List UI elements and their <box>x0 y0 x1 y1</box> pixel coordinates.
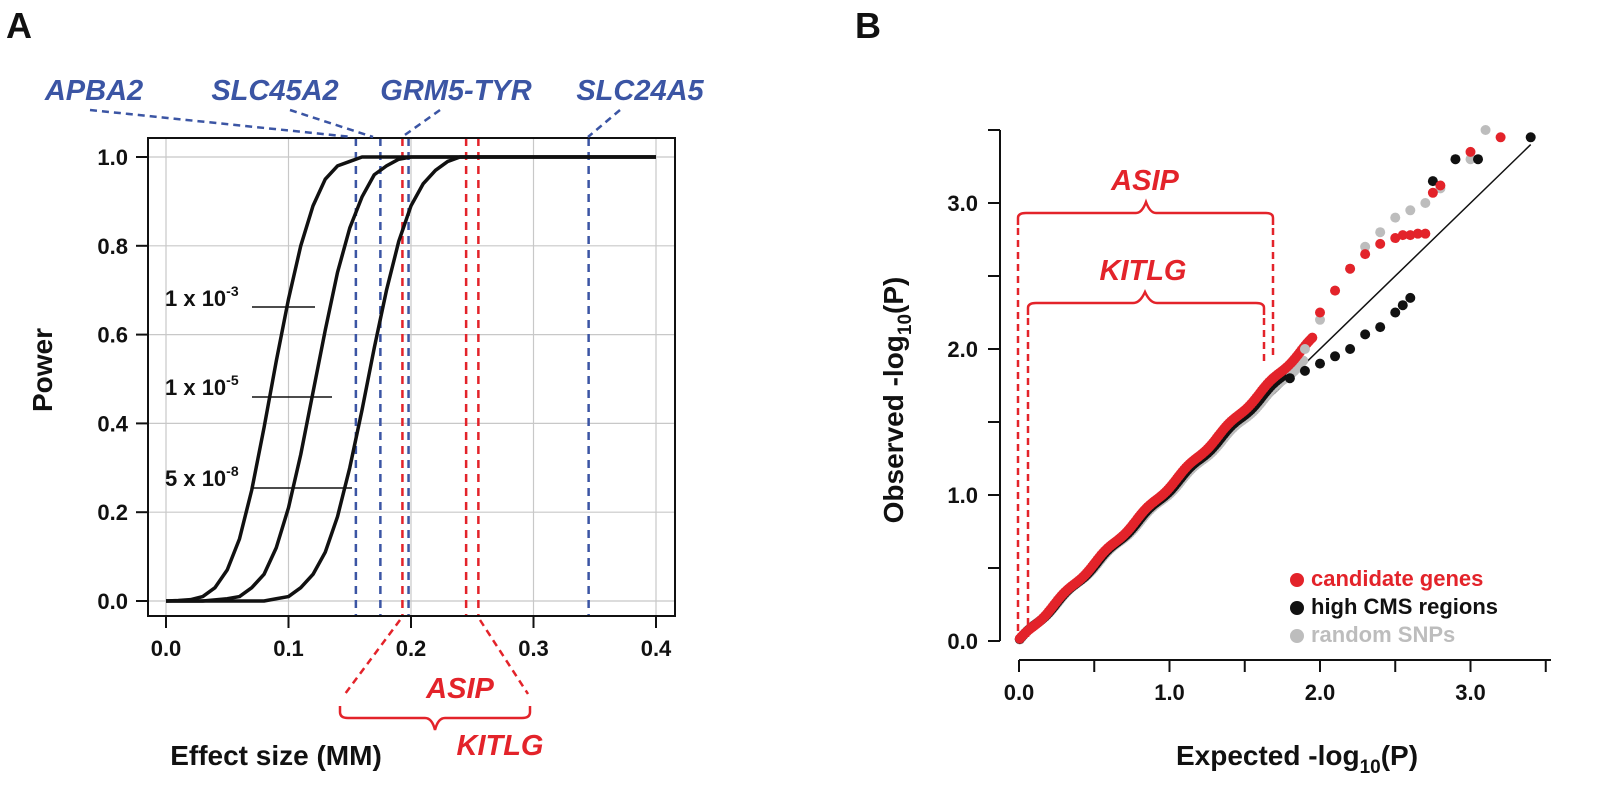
point-candidate-genes <box>1405 230 1416 241</box>
x-tick-label: 0.3 <box>518 636 549 661</box>
gene-label-grm5-tyr: GRM5-TYR <box>380 75 532 107</box>
point-random-SNPs <box>1360 241 1371 252</box>
point-random-SNPs <box>1299 344 1310 354</box>
panel-a-y-axis-title: Power <box>27 328 58 412</box>
point-high-CMS-regions <box>1360 329 1371 340</box>
point-high-CMS-regions <box>1525 132 1536 143</box>
point-random-SNPs <box>1390 212 1401 223</box>
curve-label-5e-8: 5 x 10-8 <box>165 463 239 491</box>
point-candidate-genes <box>1390 233 1401 244</box>
point-candidate-genes <box>1420 228 1431 239</box>
gene-label-kitlg-a: KITLG <box>457 730 544 762</box>
panel-a: A 0.0 0.1 0.2 0.3 0.4 0.0 0.2 0.4 0.6 0.8 1.0 Powe… <box>6 5 705 771</box>
x-tick-label: 1.0 <box>1154 680 1185 705</box>
legend-label-high-cms: high CMS regions <box>1311 594 1498 619</box>
y-tick-label: 0.2 <box>97 500 128 525</box>
point-candidate-genes <box>1465 146 1476 157</box>
point-random-SNPs <box>1420 198 1431 208</box>
y-tick-label: 1.0 <box>947 483 978 508</box>
curve-label-1e-5: 1 x 10-5 <box>165 372 239 400</box>
power-curve-1 <box>165 155 656 603</box>
panel-a-curve-labels: 1 x 10-3 1 x 10-5 5 x 10-8 <box>165 283 352 491</box>
panel-letter-a: A <box>6 5 32 46</box>
legend-label-random: random SNPs <box>1311 622 1455 647</box>
point-random-SNPs <box>1375 227 1386 238</box>
x-tick-label: 0.1 <box>273 636 304 661</box>
y-tick-label: 3.0 <box>947 191 978 216</box>
point-candidate-genes <box>1375 238 1386 249</box>
panel-a-red-markers <box>401 138 480 616</box>
panel-a-x-axis-title: Effect size (MM) <box>170 740 382 771</box>
panel-b-legend: candidate genes high CMS regions random … <box>1290 566 1498 647</box>
x-tick-label: 0.0 <box>151 636 182 661</box>
point-candidate-genes <box>1495 132 1506 143</box>
legend-marker-random <box>1290 629 1304 643</box>
legend-label-candidate: candidate genes <box>1311 566 1483 591</box>
y-tick-label: 0.8 <box>97 234 128 259</box>
legend-marker-candidate <box>1290 573 1304 587</box>
point-high-CMS-regions <box>1390 307 1401 318</box>
x-tick-label: 3.0 <box>1455 680 1486 705</box>
point-high-CMS-regions <box>1450 154 1461 165</box>
panel-b-y-axis-title: Observed -log10(P) <box>878 277 916 524</box>
panel-b: B 0.0 1.0 2.0 3.0 0.0 1.0 2.0 3.0 ASIP KITLG ca… <box>855 5 1551 778</box>
point-candidate-genes <box>1345 263 1356 274</box>
y-tick-label: 1.0 <box>97 145 128 170</box>
point-high-CMS-regions <box>1427 176 1438 187</box>
y-tick-label: 0.6 <box>97 323 128 348</box>
gene-label-asip-b: ASIP <box>1110 165 1179 197</box>
point-candidate-genes <box>1427 187 1438 198</box>
red-bracket-b <box>1016 198 1275 640</box>
point-high-CMS-regions <box>1405 292 1416 303</box>
point-high-CMS-regions <box>1299 365 1310 376</box>
point-candidate-genes <box>1330 285 1341 296</box>
panel-b-ticks: 0.0 1.0 2.0 3.0 0.0 1.0 2.0 3.0 <box>947 129 1547 705</box>
x-tick-label: 0.4 <box>641 636 672 661</box>
gene-label-asip-a: ASIP <box>425 673 494 705</box>
x-tick-label: 0.0 <box>1004 680 1035 705</box>
point-candidate-genes <box>1315 307 1325 318</box>
point-high-CMS-regions <box>1284 373 1295 384</box>
point-candidate-genes <box>1360 249 1371 260</box>
power-curve-2 <box>166 155 656 603</box>
point-random-SNPs <box>1465 154 1476 165</box>
point-high-CMS-regions <box>1473 154 1484 165</box>
point-candidate <box>1307 332 1318 343</box>
blue-leader-lines <box>89 108 621 139</box>
y-tick-label: 0.0 <box>947 629 978 654</box>
point-high-CMS-regions <box>1330 351 1341 362</box>
curve-label-leaders <box>252 306 352 489</box>
y-tick-label: 2.0 <box>947 337 978 362</box>
x-tick-label: 0.2 <box>396 636 427 661</box>
point-high-CMS-regions <box>1315 358 1325 369</box>
x-tick-label: 2.0 <box>1305 680 1336 705</box>
legend-marker-high-cms <box>1290 601 1304 615</box>
panel-b-x-axis-title: Expected -log10(P) <box>1176 740 1418 778</box>
point-high-CMS-regions <box>1375 322 1386 333</box>
panel-a-blue-markers <box>354 138 590 616</box>
gene-label-slc24a5: SLC24A5 <box>576 75 704 107</box>
panel-letter-b: B <box>855 5 881 46</box>
point-high-CMS-regions <box>1345 344 1356 354</box>
y-tick-label: 0.0 <box>97 589 128 614</box>
power-curve-3 <box>166 155 656 603</box>
point-high-CMS-regions <box>1397 300 1408 311</box>
point-random-SNPs <box>1405 205 1416 216</box>
panel-a-power-curves <box>165 155 656 603</box>
gene-label-kitlg-b: KITLG <box>1100 255 1187 287</box>
y-tick-label: 0.4 <box>97 411 128 436</box>
gene-label-slc45a2: SLC45A2 <box>211 75 338 107</box>
red-bracket-a <box>338 619 532 731</box>
point-candidate-genes <box>1435 180 1446 191</box>
point-random-SNPs <box>1480 125 1491 135</box>
point-random-SNPs <box>1315 314 1325 325</box>
panel-b-points <box>1014 125 1536 645</box>
gene-label-apba2: APBA2 <box>44 75 143 107</box>
point-candidate-genes <box>1397 230 1408 241</box>
point-candidate-genes <box>1412 228 1423 239</box>
curve-label-1e-3: 1 x 10-3 <box>165 283 239 311</box>
panel-a-ticks: 0.0 0.1 0.2 0.3 0.4 0.0 0.2 0.4 0.6 0.8 1.0 <box>97 145 672 661</box>
